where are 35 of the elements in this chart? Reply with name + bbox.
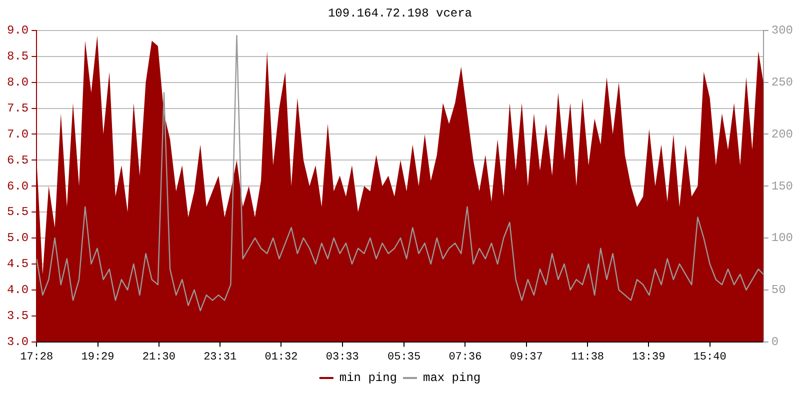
y2-tick-label: 50 [771, 283, 786, 298]
x-tick-label: 11:38 [571, 351, 604, 364]
y2-tick-label: 150 [771, 179, 794, 194]
legend-label: min ping [339, 371, 397, 386]
y2-tick-label: 200 [771, 127, 794, 142]
x-tick-label: 01:32 [264, 351, 298, 364]
y-tick-label: 5.0 [6, 231, 29, 246]
y2-tick-label: 100 [771, 231, 794, 246]
y-tick-label: 9.0 [6, 24, 29, 38]
y-tick-label: 8.5 [6, 50, 29, 64]
y-tick-label: 7.0 [6, 127, 29, 142]
y2-tick-label: 0 [771, 334, 779, 349]
x-tick-label: 19:29 [81, 351, 114, 364]
y2-tick-label: 300 [771, 24, 794, 38]
y-tick-label: 3.5 [6, 309, 29, 324]
y-tick-label: 8.0 [6, 75, 29, 90]
y2-tick-label: 250 [771, 75, 794, 90]
y-tick-label: 7.5 [6, 101, 29, 116]
x-tick-label: 05:35 [388, 351, 421, 364]
y-tick-label: 4.0 [6, 283, 29, 298]
x-tick-label: 23:31 [204, 351, 237, 364]
y-tick-label: 6.0 [6, 179, 29, 194]
x-tick-label: 13:39 [632, 351, 666, 364]
x-tick-label: 17:28 [20, 351, 54, 364]
x-tick-label: 07:36 [448, 351, 482, 364]
x-tick-label: 21:30 [142, 351, 176, 364]
y-tick-label: 3.0 [6, 334, 29, 349]
y-tick-label: 6.5 [6, 153, 29, 168]
y-tick-label: 4.5 [6, 257, 29, 272]
y-tick-label: 5.5 [6, 205, 29, 220]
x-tick-label: 15:40 [693, 351, 726, 364]
chart-title: 109.164.72.198 vcera [328, 6, 472, 20]
x-tick-label: 09:37 [510, 351, 543, 364]
legend-label: max ping [423, 371, 481, 386]
x-tick-label: 03:33 [326, 351, 359, 364]
